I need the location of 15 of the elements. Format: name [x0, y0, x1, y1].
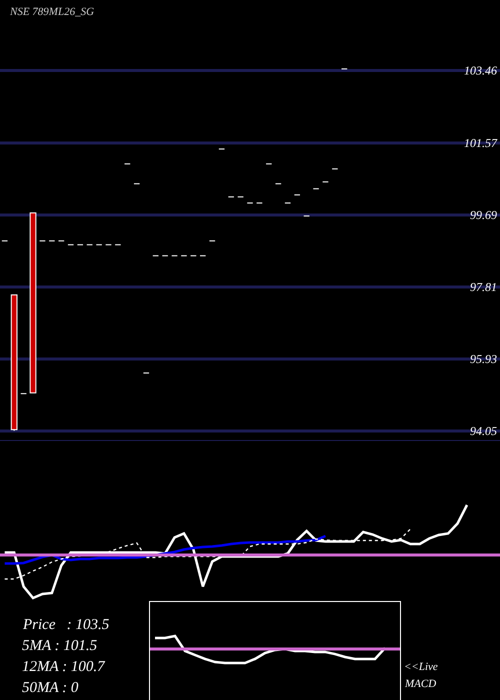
text: <<Live: [404, 661, 438, 673]
y-tick-label: 103.46: [464, 64, 497, 78]
y-tick-label: 95.93: [470, 352, 497, 366]
candlestick: [30, 212, 36, 394]
text: Price : 103.5: [22, 617, 110, 633]
y-tick-label: 94.05: [470, 424, 497, 438]
y-tick-label: 99.69: [470, 208, 497, 222]
text: NSE 789ML26_SG: [9, 6, 94, 18]
text: 50MA : 0: [22, 680, 79, 696]
y-tick-label: 97.81: [470, 280, 497, 294]
text: 12MA : 100.7: [22, 659, 106, 675]
candlestick: [10, 294, 18, 432]
y-tick-label: 101.57: [464, 136, 498, 150]
text: 5MA : 101.5: [22, 638, 98, 654]
text: MACD: [404, 678, 436, 690]
